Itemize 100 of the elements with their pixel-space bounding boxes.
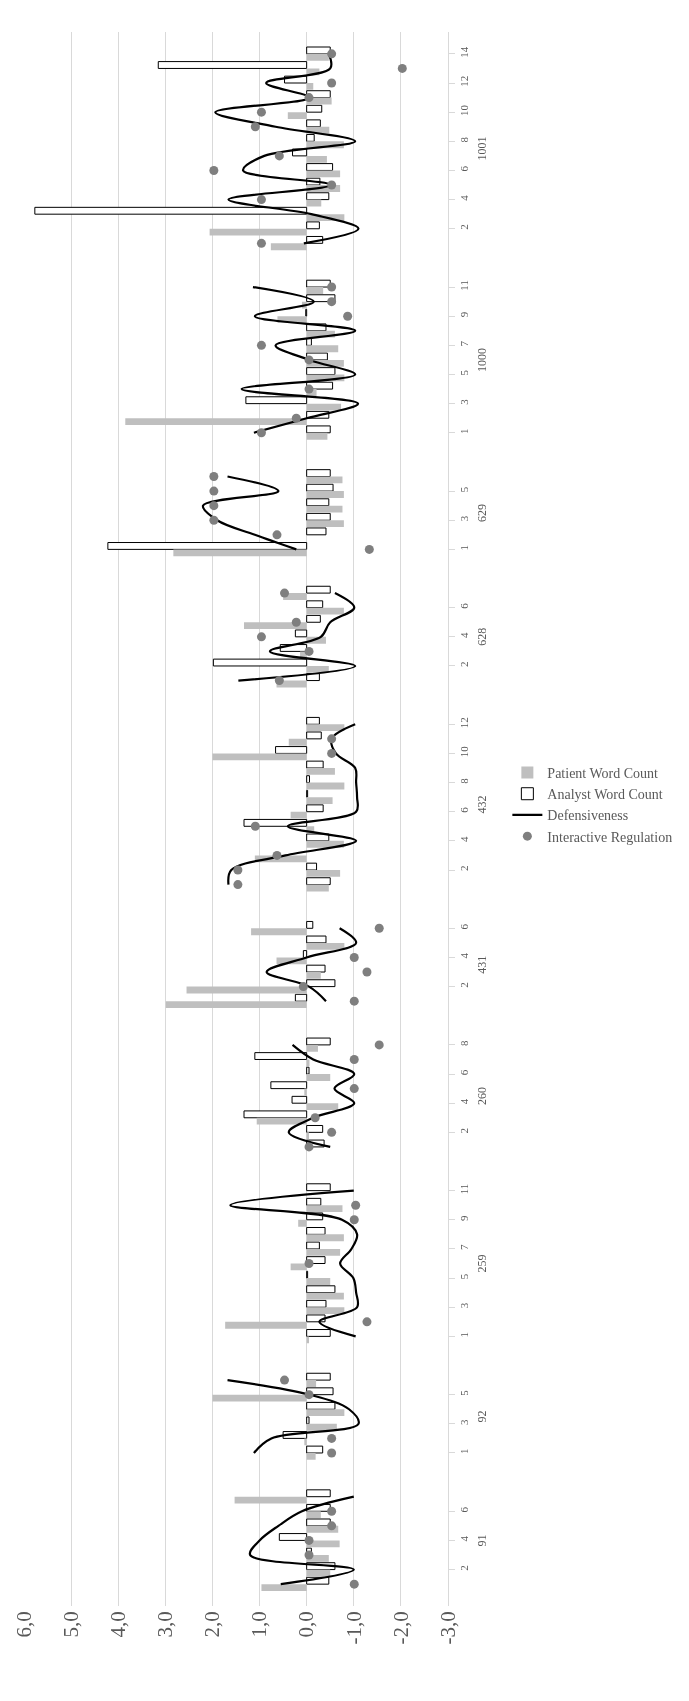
bar <box>306 1452 316 1460</box>
y-tick-label: 3 <box>458 1418 471 1425</box>
bar <box>306 877 331 886</box>
y-tick-label: 3 <box>458 515 471 522</box>
point <box>250 122 260 132</box>
y-tick-label: 8 <box>458 1040 471 1046</box>
point <box>209 165 219 175</box>
point <box>362 967 372 977</box>
point <box>304 384 314 394</box>
point <box>349 996 359 1006</box>
bar <box>306 804 324 813</box>
bar <box>306 972 321 979</box>
bar <box>306 1445 324 1454</box>
bar <box>304 1438 307 1446</box>
bar <box>306 119 321 128</box>
y-tick-label: 12 <box>458 75 471 87</box>
y-axis-title: 628 <box>475 627 490 646</box>
bar <box>306 432 328 440</box>
x-tick-label: 3,0 <box>153 1611 178 1638</box>
y-axis-title: 1000 <box>475 347 490 372</box>
point <box>256 107 266 117</box>
bar <box>306 1066 310 1075</box>
bar <box>261 1584 307 1591</box>
bar <box>306 1285 336 1294</box>
point <box>327 297 337 307</box>
bar <box>278 1533 308 1541</box>
point <box>233 880 243 890</box>
bar <box>244 622 307 630</box>
bar <box>306 1416 310 1425</box>
y-tick-label: 5 <box>458 1389 471 1396</box>
y-tick-label: 2 <box>458 1565 471 1571</box>
bar <box>306 345 339 353</box>
point <box>233 865 243 875</box>
y-axis-title: 260 <box>475 1086 490 1105</box>
bar <box>306 920 314 929</box>
bar <box>306 1409 345 1417</box>
y-tick-label: 5 <box>458 486 471 493</box>
bar <box>306 83 314 90</box>
bar <box>306 942 345 950</box>
point <box>272 850 282 860</box>
bar <box>306 221 320 230</box>
y-tick-label: 6 <box>458 165 471 172</box>
y-tick-label: 6 <box>458 1506 471 1513</box>
bar <box>298 1219 307 1227</box>
y-axis-title: 259 <box>475 1254 490 1273</box>
bar <box>306 731 322 740</box>
bar <box>306 870 341 877</box>
bar <box>306 1307 345 1315</box>
y-tick-label: 2 <box>458 865 471 872</box>
y-tick-label: 1 <box>458 428 471 434</box>
bar <box>306 1489 331 1498</box>
y-axis-title: 431 <box>475 955 490 974</box>
y-tick-label: 7 <box>458 1244 471 1251</box>
y-tick-label: 2 <box>458 982 471 988</box>
bar <box>306 1248 341 1256</box>
point <box>374 1040 384 1050</box>
y-tick-label: 3 <box>458 398 471 405</box>
bar <box>306 192 330 201</box>
point <box>291 413 301 423</box>
y-tick-label: 9 <box>458 311 471 318</box>
bar <box>245 396 308 405</box>
x-tick-label: 5,0 <box>58 1611 83 1638</box>
y-tick-label: 4 <box>458 631 471 638</box>
bar <box>306 1299 327 1308</box>
y-tick-label: 2 <box>458 661 471 668</box>
point <box>349 1084 359 1094</box>
y-tick-label: 12 <box>458 717 471 729</box>
bar <box>306 607 344 615</box>
x-tick-label: -2,0 <box>388 1611 413 1645</box>
y-tick-label: 1 <box>458 1331 471 1338</box>
point <box>250 821 260 831</box>
point <box>349 1215 359 1225</box>
y-tick-label: 4 <box>458 952 471 959</box>
point <box>256 340 266 350</box>
bar <box>306 1380 317 1387</box>
bar <box>306 1511 321 1519</box>
bar <box>306 1372 331 1381</box>
point <box>327 1127 337 1137</box>
y-tick-label: 9 <box>458 1214 471 1221</box>
point <box>256 428 266 438</box>
bar <box>306 1125 324 1133</box>
bar <box>306 1241 320 1250</box>
bar <box>306 287 324 294</box>
point <box>304 1142 314 1152</box>
point <box>256 238 266 248</box>
y-axis-title: 92 <box>475 1410 490 1423</box>
point <box>304 93 314 103</box>
x-tick-label: 1,0 <box>247 1611 272 1638</box>
point <box>349 952 359 962</box>
bar <box>306 964 326 973</box>
point <box>343 311 353 321</box>
bar <box>212 1394 307 1402</box>
y-tick-label: 2 <box>458 1127 471 1134</box>
bar <box>304 1088 307 1096</box>
point <box>280 588 290 598</box>
point <box>256 195 266 205</box>
point <box>374 923 384 933</box>
bar <box>306 767 335 775</box>
point <box>291 617 301 627</box>
bar <box>225 1321 307 1329</box>
